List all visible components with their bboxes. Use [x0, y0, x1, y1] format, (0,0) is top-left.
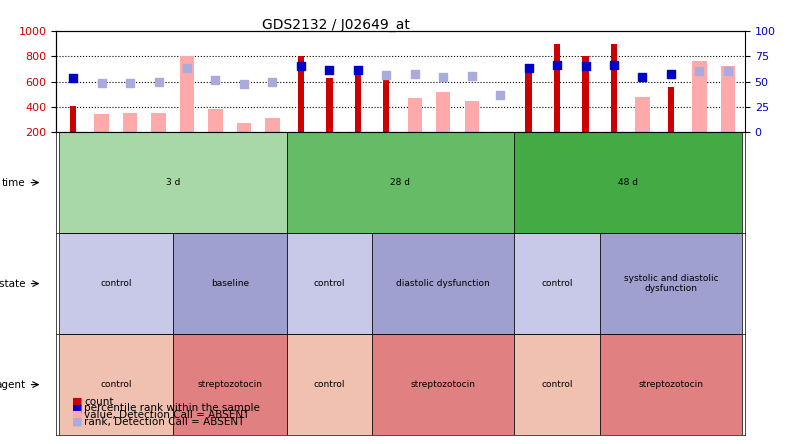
- Text: ■: ■: [72, 417, 83, 427]
- Point: [636, 73, 649, 80]
- Point: [493, 91, 506, 99]
- Text: 28 d: 28 d: [391, 178, 410, 187]
- Point: [266, 79, 279, 86]
- Text: control: control: [100, 380, 131, 389]
- Bar: [298, 56, 304, 132]
- Bar: [151, 113, 166, 132]
- Bar: [123, 112, 137, 132]
- Text: GDS2132 / J02649_at: GDS2132 / J02649_at: [263, 18, 410, 32]
- Bar: [582, 56, 589, 132]
- Bar: [525, 67, 532, 132]
- FancyBboxPatch shape: [173, 334, 287, 435]
- Text: ■: ■: [72, 410, 83, 420]
- Text: control: control: [100, 279, 131, 288]
- Bar: [70, 106, 76, 132]
- FancyBboxPatch shape: [59, 132, 287, 233]
- Point: [522, 64, 535, 71]
- Text: control: control: [541, 380, 573, 389]
- Bar: [635, 97, 650, 132]
- Bar: [95, 115, 109, 132]
- Point: [693, 68, 706, 75]
- Point: [238, 80, 251, 87]
- Text: percentile rank within the sample: percentile rank within the sample: [84, 404, 260, 413]
- Text: streptozotocin: streptozotocin: [197, 380, 262, 389]
- Text: systolic and diastolic
dysfunction: systolic and diastolic dysfunction: [624, 274, 718, 293]
- Text: control: control: [313, 380, 345, 389]
- Text: streptozotocin: streptozotocin: [638, 380, 703, 389]
- Text: ■: ■: [72, 404, 83, 413]
- Bar: [265, 118, 280, 132]
- Bar: [355, 73, 361, 132]
- FancyBboxPatch shape: [59, 233, 173, 334]
- Point: [550, 62, 563, 69]
- Text: rank, Detection Call = ABSENT: rank, Detection Call = ABSENT: [84, 417, 244, 427]
- Bar: [668, 87, 674, 132]
- Text: 48 d: 48 d: [618, 178, 638, 187]
- Text: streptozotocin: streptozotocin: [411, 380, 476, 389]
- FancyBboxPatch shape: [514, 334, 600, 435]
- Point: [722, 68, 735, 75]
- Text: baseline: baseline: [211, 279, 249, 288]
- FancyBboxPatch shape: [600, 233, 742, 334]
- Bar: [326, 78, 332, 132]
- Text: 3 d: 3 d: [166, 178, 180, 187]
- Point: [579, 63, 592, 70]
- Bar: [383, 79, 389, 132]
- Text: diastolic dysfunction: diastolic dysfunction: [396, 279, 490, 288]
- Bar: [408, 98, 422, 132]
- FancyBboxPatch shape: [514, 233, 600, 334]
- Point: [180, 64, 193, 71]
- Text: value, Detection Call = ABSENT: value, Detection Call = ABSENT: [84, 410, 249, 420]
- Point: [352, 67, 364, 74]
- Point: [323, 67, 336, 74]
- FancyBboxPatch shape: [59, 334, 173, 435]
- Point: [123, 79, 136, 87]
- Point: [66, 74, 79, 81]
- Text: control: control: [541, 279, 573, 288]
- Point: [209, 76, 222, 83]
- Point: [465, 72, 478, 79]
- Point: [409, 71, 421, 78]
- Bar: [721, 67, 735, 132]
- Bar: [208, 109, 223, 132]
- Text: disease state: disease state: [0, 278, 25, 289]
- Text: count: count: [84, 397, 114, 407]
- Bar: [237, 123, 251, 132]
- Text: ■: ■: [72, 397, 83, 407]
- Text: agent: agent: [0, 380, 25, 390]
- Point: [95, 80, 108, 87]
- Bar: [436, 92, 450, 132]
- Point: [608, 62, 621, 69]
- Point: [437, 73, 449, 80]
- Point: [152, 78, 165, 85]
- Point: [295, 63, 308, 70]
- Bar: [553, 44, 560, 132]
- FancyBboxPatch shape: [287, 334, 372, 435]
- Point: [380, 72, 392, 79]
- FancyBboxPatch shape: [287, 132, 514, 233]
- Point: [665, 71, 678, 78]
- FancyBboxPatch shape: [514, 132, 742, 233]
- FancyBboxPatch shape: [372, 334, 514, 435]
- FancyBboxPatch shape: [287, 233, 372, 334]
- Bar: [180, 56, 194, 132]
- FancyBboxPatch shape: [600, 334, 742, 435]
- FancyBboxPatch shape: [372, 233, 514, 334]
- Text: time: time: [2, 178, 25, 188]
- Bar: [611, 44, 618, 132]
- Bar: [692, 61, 706, 132]
- Text: control: control: [313, 279, 345, 288]
- Bar: [465, 100, 479, 132]
- FancyBboxPatch shape: [173, 233, 287, 334]
